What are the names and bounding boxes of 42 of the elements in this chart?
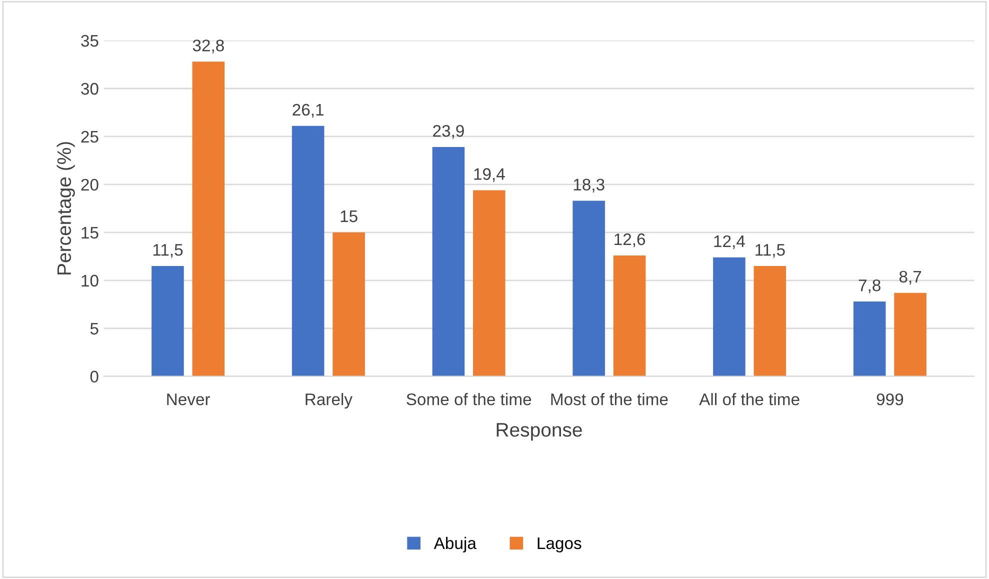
data-label: 23,9 bbox=[433, 124, 464, 139]
y-tick-label: 35 bbox=[81, 34, 98, 47]
bar bbox=[713, 257, 746, 376]
x-tick-label: Never bbox=[167, 394, 210, 406]
y-tick-label: 25 bbox=[81, 130, 98, 143]
y-tick-label: 20 bbox=[81, 178, 98, 191]
bar bbox=[572, 200, 605, 376]
data-label: 19,4 bbox=[474, 168, 505, 182]
y-tick-label: 0 bbox=[90, 370, 98, 383]
x-tick-label: 999 bbox=[876, 393, 904, 406]
y-tick-label: 15 bbox=[82, 227, 98, 239]
bar bbox=[853, 302, 886, 376]
bar bbox=[152, 266, 184, 376]
bar bbox=[332, 232, 365, 376]
y-tick-label: 5 bbox=[90, 322, 98, 335]
data-label: 15 bbox=[340, 210, 358, 222]
bar bbox=[292, 126, 324, 376]
y-axis-title: Percentage (%) bbox=[56, 142, 75, 274]
data-label: 12,6 bbox=[614, 233, 646, 248]
bar bbox=[432, 147, 465, 376]
data-label: 26,1 bbox=[292, 104, 324, 118]
x-axis-title: Response bbox=[496, 423, 582, 441]
data-label: 11,5 bbox=[756, 244, 785, 258]
x-tick-label: Some of the time bbox=[406, 393, 532, 406]
data-label: 32,8 bbox=[192, 40, 224, 54]
data-label: 7,8 bbox=[858, 279, 880, 294]
data-label: 11,5 bbox=[153, 244, 183, 258]
data-label: 18,3 bbox=[574, 178, 604, 192]
x-tick-label: Most of the time bbox=[551, 393, 668, 406]
x-tick-label: Rarely bbox=[306, 393, 352, 409]
bar bbox=[192, 62, 225, 376]
bar bbox=[894, 292, 926, 376]
legend-label: Lagos bbox=[538, 537, 582, 552]
legend-label: Abuja bbox=[434, 536, 476, 552]
x-tick-label: All of the time bbox=[699, 393, 800, 406]
y-tick-label: 30 bbox=[81, 82, 98, 95]
data-label: 8,7 bbox=[899, 270, 922, 285]
bar bbox=[754, 266, 786, 376]
data-label: 12,4 bbox=[714, 235, 745, 250]
bar bbox=[473, 190, 506, 376]
bar bbox=[613, 255, 646, 376]
y-tick-label: 10 bbox=[82, 274, 98, 287]
